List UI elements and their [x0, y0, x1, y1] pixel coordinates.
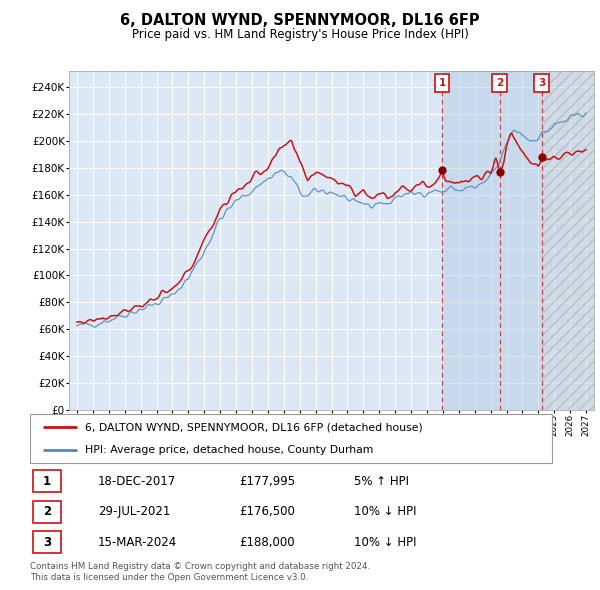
FancyBboxPatch shape [32, 470, 61, 492]
Text: 6, DALTON WYND, SPENNYMOOR, DL16 6FP (detached house): 6, DALTON WYND, SPENNYMOOR, DL16 6FP (de… [85, 422, 422, 432]
Text: Price paid vs. HM Land Registry's House Price Index (HPI): Price paid vs. HM Land Registry's House … [131, 28, 469, 41]
Text: 6, DALTON WYND, SPENNYMOOR, DL16 6FP: 6, DALTON WYND, SPENNYMOOR, DL16 6FP [120, 13, 480, 28]
Text: 3: 3 [43, 536, 51, 549]
FancyBboxPatch shape [32, 501, 61, 523]
Text: 18-DEC-2017: 18-DEC-2017 [98, 475, 176, 488]
Text: £176,500: £176,500 [239, 505, 295, 519]
FancyBboxPatch shape [32, 532, 61, 553]
Text: 3: 3 [538, 78, 545, 88]
Text: 2: 2 [496, 78, 503, 88]
Text: 29-JUL-2021: 29-JUL-2021 [98, 505, 170, 519]
Text: HPI: Average price, detached house, County Durham: HPI: Average price, detached house, Coun… [85, 445, 373, 455]
Bar [442, 71, 542, 410]
Text: 10% ↓ HPI: 10% ↓ HPI [353, 505, 416, 519]
Bar [542, 71, 594, 410]
Text: Contains HM Land Registry data © Crown copyright and database right 2024.: Contains HM Land Registry data © Crown c… [30, 562, 370, 571]
Text: 5% ↑ HPI: 5% ↑ HPI [353, 475, 409, 488]
Text: 15-MAR-2024: 15-MAR-2024 [98, 536, 177, 549]
Text: 1: 1 [43, 475, 51, 488]
Text: £177,995: £177,995 [239, 475, 295, 488]
Text: £188,000: £188,000 [239, 536, 295, 549]
Text: 1: 1 [439, 78, 446, 88]
Text: 10% ↓ HPI: 10% ↓ HPI [353, 536, 416, 549]
Text: 2: 2 [43, 505, 51, 519]
Text: This data is licensed under the Open Government Licence v3.0.: This data is licensed under the Open Gov… [30, 573, 308, 582]
